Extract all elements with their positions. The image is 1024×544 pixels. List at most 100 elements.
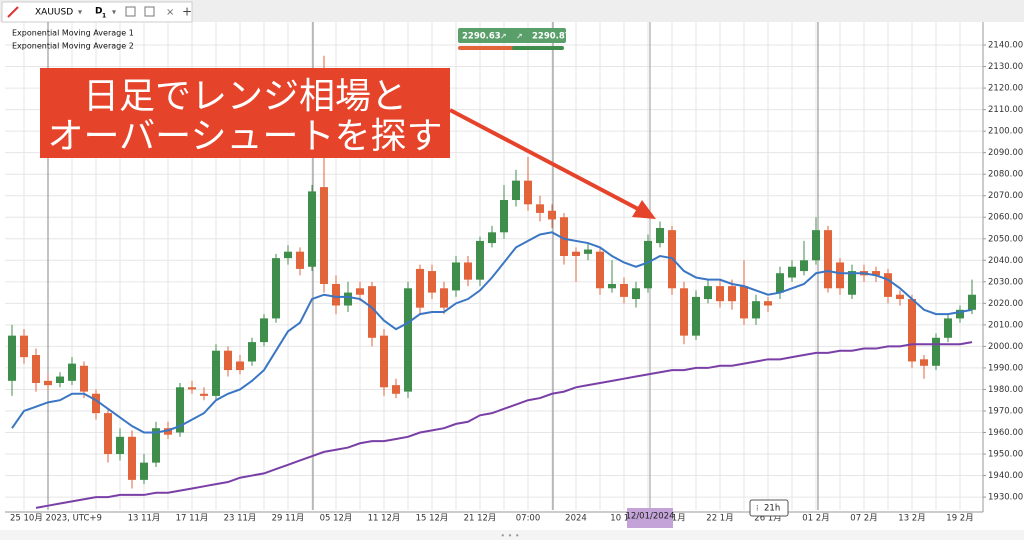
candle-body bbox=[212, 350, 220, 396]
candle-body bbox=[92, 393, 100, 414]
candle-body bbox=[428, 271, 436, 293]
y-tick-label: 1980.00 bbox=[988, 385, 1023, 395]
candle-body bbox=[728, 286, 736, 302]
candle-body bbox=[272, 258, 280, 319]
candle-body bbox=[452, 262, 460, 291]
y-tick-label: 2030.00 bbox=[988, 277, 1023, 287]
candle-body bbox=[356, 288, 364, 295]
candle-body bbox=[716, 286, 724, 302]
period-sub: 1 bbox=[102, 13, 106, 20]
candle-body bbox=[920, 359, 928, 366]
candle-body bbox=[764, 301, 772, 306]
candle-body bbox=[704, 286, 712, 300]
candle-body bbox=[116, 436, 124, 455]
candle-body bbox=[560, 217, 568, 256]
candle-body bbox=[104, 413, 112, 455]
y-tick-label: 2010.00 bbox=[988, 320, 1023, 330]
candle-body bbox=[680, 288, 688, 336]
x-tick-label: 07 2月 bbox=[850, 514, 877, 524]
y-tick-label: 2110.00 bbox=[988, 105, 1023, 115]
period[interactable]: D bbox=[95, 7, 102, 17]
x-tick-label: 26 1月 bbox=[754, 514, 781, 524]
price-tag bbox=[458, 28, 520, 43]
candle-body bbox=[848, 271, 856, 295]
candle-body bbox=[320, 187, 328, 284]
y-tick-label: 1960.00 bbox=[988, 428, 1023, 438]
candle-body bbox=[152, 428, 160, 463]
y-tick-label: 2040.00 bbox=[988, 256, 1023, 266]
candle-body bbox=[464, 262, 472, 280]
dropdown[interactable]: ▾ bbox=[112, 8, 116, 17]
annotation-text: オーバーシュートを探す bbox=[48, 116, 443, 157]
legend-entry: Exponential Moving Average 1 bbox=[12, 29, 134, 38]
candle-body bbox=[776, 273, 784, 293]
x-tick-label: 21 12月 bbox=[464, 514, 497, 524]
x-tick-label: 05 12月 bbox=[320, 514, 353, 524]
candle-body bbox=[488, 232, 496, 244]
candle-body bbox=[380, 335, 388, 388]
dropdown[interactable]: ▾ bbox=[78, 8, 82, 17]
y-tick-label: 2000.00 bbox=[988, 342, 1023, 352]
candle-body bbox=[440, 288, 448, 308]
candle-body bbox=[692, 296, 700, 336]
candle-body bbox=[368, 286, 376, 338]
x-tick-label: 13 2月 bbox=[898, 514, 925, 524]
arrow-icon: ↗ bbox=[500, 32, 507, 41]
y-tick-label: 2090.00 bbox=[988, 148, 1023, 158]
candle-body bbox=[332, 283, 340, 306]
annotation-text: 日足でレンジ相場と bbox=[83, 76, 407, 117]
candle-body bbox=[824, 230, 832, 289]
y-tick-label: 1930.00 bbox=[988, 493, 1023, 503]
candle-body bbox=[140, 462, 148, 480]
candle-body bbox=[236, 361, 244, 371]
candle-body bbox=[596, 251, 604, 289]
y-tick-label: 1940.00 bbox=[988, 471, 1023, 481]
price-tag-bar bbox=[512, 46, 564, 50]
close-icon[interactable]: × bbox=[166, 7, 174, 18]
candle-body bbox=[284, 251, 292, 259]
tool-icon[interactable] bbox=[125, 6, 136, 17]
y-tick-label: 2060.00 bbox=[988, 213, 1023, 223]
tool-icon[interactable] bbox=[144, 6, 155, 17]
candle-body bbox=[476, 240, 484, 280]
candle-body bbox=[500, 200, 508, 233]
x-tick-label: 17 11月 bbox=[176, 514, 209, 524]
candle-body bbox=[956, 309, 964, 319]
y-tick-label: 2100.00 bbox=[988, 127, 1023, 137]
candle-body bbox=[80, 365, 88, 392]
candle-body bbox=[548, 210, 556, 220]
x-tick-label: 07:00 bbox=[516, 514, 541, 524]
price-tag bbox=[512, 28, 566, 43]
candle-body bbox=[20, 335, 28, 358]
candle-body bbox=[128, 436, 136, 480]
price-tag-bar bbox=[458, 46, 518, 50]
candle-body bbox=[248, 342, 256, 362]
x-tick-label: 19 2月 bbox=[946, 514, 973, 524]
candle-body bbox=[344, 292, 352, 306]
candle-body bbox=[56, 376, 64, 383]
price-tag-text: 2290.63 bbox=[462, 32, 501, 42]
crosshair-label: 12/01/2024 bbox=[626, 512, 675, 522]
candle-body bbox=[932, 337, 940, 366]
y-tick-label: 2120.00 bbox=[988, 84, 1023, 94]
x-tick-label: 2024 bbox=[565, 514, 587, 524]
toolbar bbox=[0, 0, 1024, 22]
add-tab[interactable]: + bbox=[182, 5, 192, 19]
handle[interactable]: • • • bbox=[500, 532, 519, 541]
x-tick-label: 13 11月 bbox=[128, 514, 161, 524]
legend-entry: Exponential Moving Average 2 bbox=[12, 42, 134, 51]
x-tick-label: 01 2月 bbox=[802, 514, 829, 524]
y-tick-label: 1990.00 bbox=[988, 363, 1023, 373]
arrow-icon: ↗ bbox=[516, 32, 523, 41]
countdown: 21h bbox=[764, 504, 780, 514]
candle-body bbox=[584, 249, 592, 254]
candle-body bbox=[788, 266, 796, 278]
ema-line bbox=[11, 231, 973, 434]
y-tick-label: 2050.00 bbox=[988, 234, 1023, 244]
candle-body bbox=[632, 288, 640, 300]
candle-body bbox=[224, 350, 232, 371]
candle-body bbox=[512, 180, 520, 201]
candle-body bbox=[188, 387, 196, 390]
candle-body bbox=[884, 273, 892, 297]
